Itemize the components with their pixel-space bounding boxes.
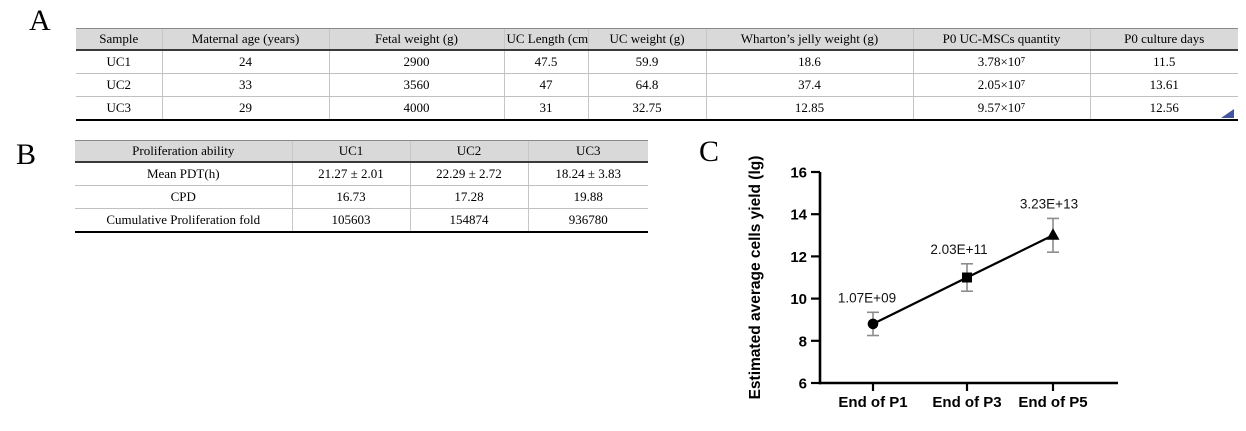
cell: 59.9: [587, 50, 706, 74]
column-header-p0-days: P0 culture days: [1089, 28, 1238, 51]
cell: 9.57×10⁷: [912, 96, 1090, 121]
cell: UC2: [76, 73, 162, 97]
cell: 3.78×10⁷: [912, 50, 1090, 74]
cells-yield-line-chart: 6 8 10 12 14 16 End of P1 End of P3 End of P5 Est…: [747, 156, 1118, 411]
cell: 29: [161, 96, 329, 121]
column-header-maternal-age: Maternal age (years): [161, 28, 329, 51]
cell: 18.24 ± 3.83: [527, 162, 648, 186]
cell: 22.29 ± 2.72: [409, 162, 528, 186]
table-row-cpd: CPD 16.73 17.28 19.88: [75, 185, 648, 209]
y-tick-label: 10: [790, 291, 807, 308]
cell: 936780: [527, 208, 648, 233]
data-point-label: 3.23E+13: [1020, 196, 1078, 211]
panel-label-b: B: [16, 138, 37, 171]
cell: 4000: [328, 96, 504, 121]
cell: 21.27 ± 2.01: [291, 162, 410, 186]
panel-label-c: C: [699, 135, 720, 168]
cell: 64.8: [587, 73, 706, 97]
cell: 47.5: [503, 50, 588, 74]
column-header-proliferation: Proliferation ability: [75, 140, 292, 163]
cell: Mean PDT(h): [75, 162, 292, 186]
cell: 37.4: [705, 73, 913, 97]
cell: 47: [503, 73, 588, 97]
cell: 17.28: [409, 185, 528, 209]
cell: 3560: [328, 73, 504, 97]
data-point-label: 2.03E+11: [930, 242, 987, 257]
table-row-uc2: UC2 33 3560 47 64.8 37.4 2.05×10⁷ 13.61: [76, 73, 1238, 97]
table-header-row: Sample Maternal age (years) Fetal weight…: [76, 28, 1238, 51]
panel-label-a: A: [29, 4, 51, 37]
y-tick-label: 16: [790, 165, 807, 182]
cell: 16.73: [291, 185, 410, 209]
cell: 12.85: [705, 96, 913, 121]
column-header-uc1: UC1: [291, 140, 410, 163]
proliferation-table: Proliferation ability UC1 UC2 UC3 Mean P…: [75, 140, 648, 233]
table-row-cumulative-fold: Cumulative Proliferation fold 105603 154…: [75, 208, 648, 233]
cell: 154874: [409, 208, 528, 233]
cell: 11.5: [1089, 50, 1238, 74]
column-header-uc-weight: UC weight (g): [587, 28, 706, 51]
cell: UC3: [76, 96, 162, 121]
cell: 18.6: [705, 50, 913, 74]
cell: CPD: [75, 185, 292, 209]
y-tick-label: 8: [799, 333, 807, 350]
column-header-p0-quantity: P0 UC-MSCs quantity: [912, 28, 1090, 51]
data-point-square: [962, 272, 972, 283]
cell: 24: [161, 50, 329, 74]
column-header-uc2: UC2: [409, 140, 528, 163]
cell: 31: [503, 96, 588, 121]
cell: 19.88: [527, 185, 648, 209]
cell: 2.05×10⁷: [912, 73, 1090, 97]
table-row-pdt: Mean PDT(h) 21.27 ± 2.01 22.29 ± 2.72 18…: [75, 162, 648, 186]
cell: 105603: [291, 208, 410, 233]
donor-info-table: Sample Maternal age (years) Fetal weight…: [76, 28, 1238, 121]
cell: UC1: [76, 50, 162, 74]
cell: Cumulative Proliferation fold: [75, 208, 292, 233]
y-tick-label: 12: [790, 249, 807, 266]
data-point-label: 1.07E+09: [838, 290, 896, 305]
column-header-fetal-weight: Fetal weight (g): [328, 28, 504, 51]
table-header-row: Proliferation ability UC1 UC2 UC3: [75, 140, 648, 163]
x-category-label: End of P5: [1018, 394, 1087, 411]
cell: 12.56: [1089, 96, 1238, 121]
y-axis-title: Estimated average cells yield (lg): [747, 156, 764, 400]
y-tick-label: 6: [799, 376, 807, 393]
cell: 32.75: [587, 96, 706, 121]
y-tick-label: 14: [790, 207, 807, 224]
table-row-uc3: UC3 29 4000 31 32.75 12.85 9.57×10⁷ 12.5…: [76, 96, 1238, 121]
cell: 33: [161, 73, 329, 97]
data-point-circle: [867, 318, 879, 330]
cell: 2900: [328, 50, 504, 74]
column-header-wharton-jelly: Wharton’s jelly weight (g): [705, 28, 913, 51]
x-category-label: End of P1: [838, 394, 907, 411]
column-header-sample: Sample: [76, 28, 162, 51]
column-header-uc3: UC3: [527, 140, 648, 163]
column-header-uc-length: UC Length (cm): [503, 28, 588, 51]
cell: 13.61: [1089, 73, 1238, 97]
x-category-label: End of P3: [932, 394, 1001, 411]
table-resize-handle-icon[interactable]: [1221, 109, 1234, 118]
data-point-triangle: [1046, 228, 1060, 240]
table-row-uc1: UC1 24 2900 47.5 59.9 18.6 3.78×10⁷ 11.5: [76, 50, 1238, 74]
